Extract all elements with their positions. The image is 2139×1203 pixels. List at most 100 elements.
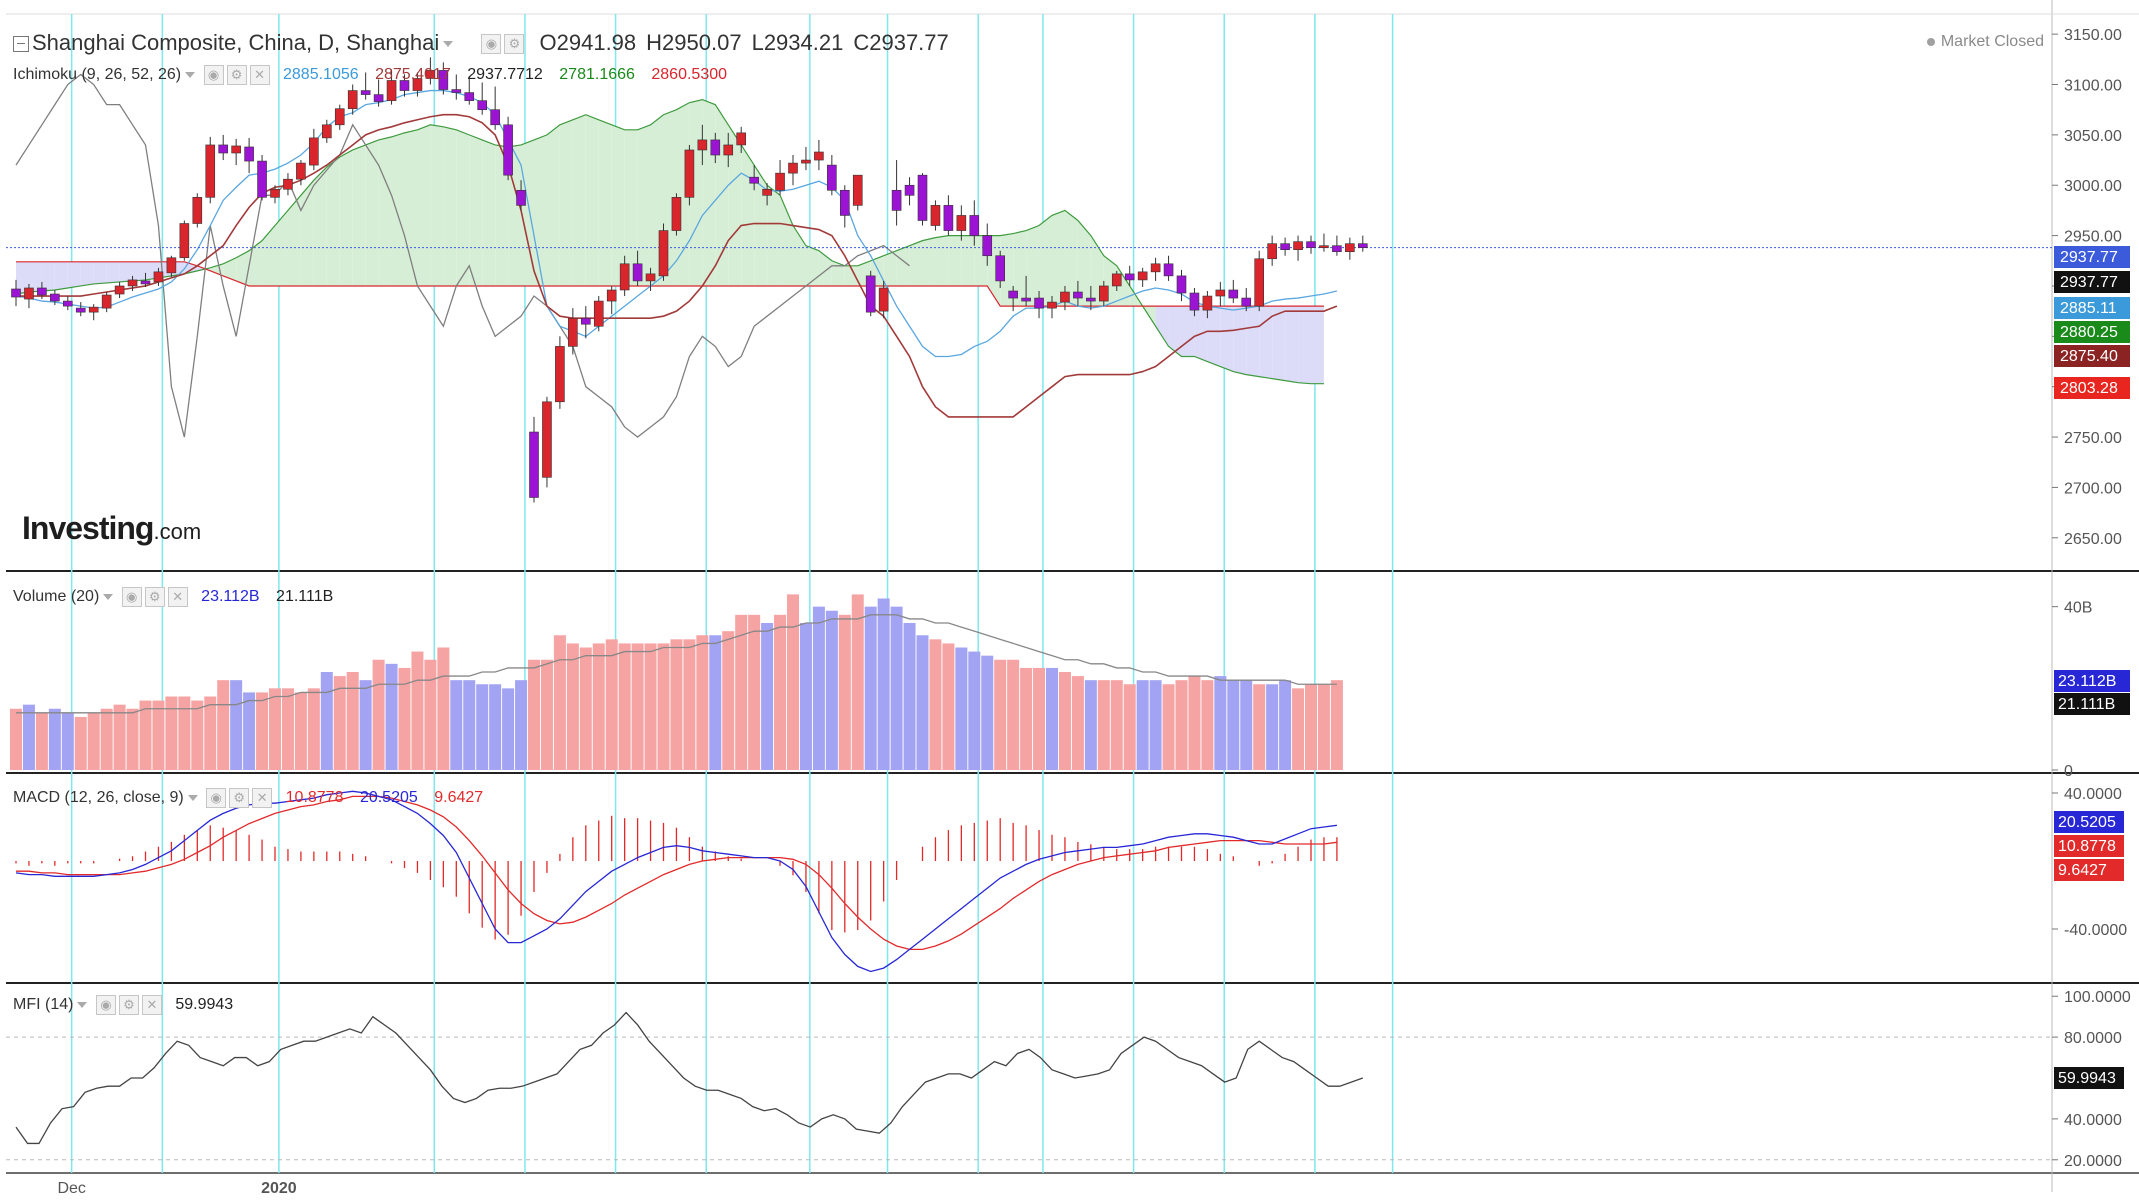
volume-bar — [748, 614, 761, 770]
volume-bar — [722, 631, 735, 770]
collapse-toggle-icon[interactable] — [13, 36, 29, 52]
volume-bar — [320, 672, 333, 770]
candle-body — [205, 144, 216, 198]
ichimoku-chikou-value: 2937.7712 — [467, 66, 543, 84]
close-icon[interactable]: ✕ — [141, 995, 162, 1015]
ichimoku-dropdown-icon[interactable] — [185, 72, 196, 78]
volume-bar — [968, 651, 981, 770]
candle-body — [1124, 273, 1135, 281]
candle-body — [1306, 241, 1316, 248]
kumo-cloud-segment — [793, 225, 806, 286]
candle-body — [1319, 245, 1329, 248]
macd-legend: MACD (12, 26, close, 9) ◉ ⚙ ✕ 10.8778 20.5… — [13, 788, 483, 808]
candle-body — [775, 172, 785, 191]
candle-body — [309, 137, 319, 166]
gear-icon[interactable]: ⚙ — [118, 995, 139, 1015]
kumo-cloud-segment — [1052, 210, 1065, 307]
kumo-cloud-segment — [1077, 220, 1091, 307]
candle-body — [891, 189, 902, 211]
candle-body — [1293, 241, 1303, 251]
price-badge-label: 2885.11 — [2060, 300, 2117, 317]
volume-bar — [398, 667, 411, 770]
volume-bar — [1162, 684, 1175, 770]
volume-badge — [2054, 693, 2130, 715]
macd-badge — [2054, 811, 2124, 833]
gear-icon[interactable]: ⚙ — [229, 788, 250, 808]
eye-icon[interactable]: ◉ — [206, 788, 227, 808]
volume-bar — [929, 639, 942, 770]
eye-icon[interactable]: ◉ — [121, 587, 142, 607]
volume-bar — [476, 684, 489, 770]
price-badge-label: 2875.40 — [2060, 348, 2118, 365]
kumo-cloud-segment — [508, 144, 522, 286]
gear-icon[interactable]: ⚙ — [144, 587, 165, 607]
volume-bar — [838, 614, 851, 770]
candle-body — [904, 184, 915, 196]
candle-body — [1150, 263, 1161, 273]
volume-legend: Volume (20) ◉ ⚙ ✕ 23.112B 21.111B — [13, 587, 333, 607]
candle-body — [37, 287, 47, 296]
candle-body — [296, 162, 306, 180]
title-dropdown-icon[interactable] — [443, 41, 454, 48]
kumo-cloud-segment — [676, 102, 690, 286]
gear-icon[interactable]: ⚙ — [504, 34, 525, 55]
eye-icon[interactable]: ◉ — [203, 65, 224, 85]
close-icon[interactable]: ✕ — [167, 587, 188, 607]
volume-bar — [1007, 659, 1020, 770]
kumo-cloud-segment — [1298, 306, 1311, 384]
volume-bar — [450, 680, 463, 770]
candle-body — [1241, 297, 1252, 307]
kumo-cloud-segment — [546, 124, 560, 286]
volume-bar — [618, 643, 631, 770]
candle-body — [321, 124, 332, 139]
volume-dropdown-icon[interactable] — [103, 594, 114, 600]
volume-bar — [942, 643, 955, 770]
close-icon[interactable]: ✕ — [249, 65, 270, 85]
volume-bar — [489, 684, 502, 770]
eye-icon[interactable]: ◉ — [95, 995, 116, 1015]
candle-body — [606, 289, 617, 302]
volume-bar — [566, 643, 579, 770]
kumo-cloud-segment — [16, 261, 29, 295]
mfi-tick-label: 20.0000 — [2064, 1153, 2122, 1170]
candle-body — [231, 145, 241, 154]
market-status: Market Closed — [1926, 33, 2044, 51]
gear-icon[interactable]: ⚙ — [226, 65, 247, 85]
price-tick-label: 3100.00 — [2064, 78, 2122, 95]
candle-body — [464, 92, 475, 101]
ichimoku-legend: Ichimoku (9, 26, 52, 26) ◉ ⚙ ✕ 2885.1056 2… — [13, 65, 727, 85]
candle-body — [956, 215, 967, 231]
volume-label: Volume (20) — [13, 588, 100, 606]
kumo-cloud-segment — [844, 265, 858, 286]
volume-bar — [877, 598, 890, 770]
candle-body — [1267, 243, 1277, 260]
price-tick-label: 3000.00 — [2064, 178, 2122, 195]
candle-body — [658, 230, 669, 277]
volume-tick-label: 40B — [2064, 600, 2092, 617]
mfi-dropdown-icon[interactable] — [77, 1002, 88, 1008]
volume-bar — [1058, 672, 1071, 770]
price-tick-label: 2700.00 — [2064, 480, 2122, 497]
volume-bar — [1136, 680, 1149, 770]
candle-body — [24, 287, 34, 300]
volume-bar — [256, 692, 269, 770]
time-axis-label: Dec — [57, 1180, 85, 1197]
price-tick-label: 2750.00 — [2064, 430, 2122, 447]
kumo-cloud-segment — [300, 180, 314, 286]
kumo-cloud-segment — [909, 240, 923, 286]
macd-dropdown-icon[interactable] — [187, 795, 198, 801]
volume-bar — [1201, 680, 1214, 770]
eye-icon[interactable]: ◉ — [481, 34, 502, 55]
volume-bar — [204, 696, 217, 770]
close-icon[interactable]: ✕ — [252, 788, 273, 808]
price-tick-label: 2950.00 — [2064, 229, 2122, 246]
kumo-cloud-segment — [831, 260, 845, 286]
kumo-cloud-segment — [1000, 233, 1014, 307]
volume-bar — [955, 647, 968, 770]
volume-bar — [903, 623, 916, 770]
macd-signal-line — [16, 795, 1337, 951]
kumo-cloud-segment — [249, 240, 263, 286]
candle-body — [723, 144, 734, 156]
kumo-cloud-segment — [1013, 230, 1027, 307]
candle-body — [762, 188, 772, 196]
